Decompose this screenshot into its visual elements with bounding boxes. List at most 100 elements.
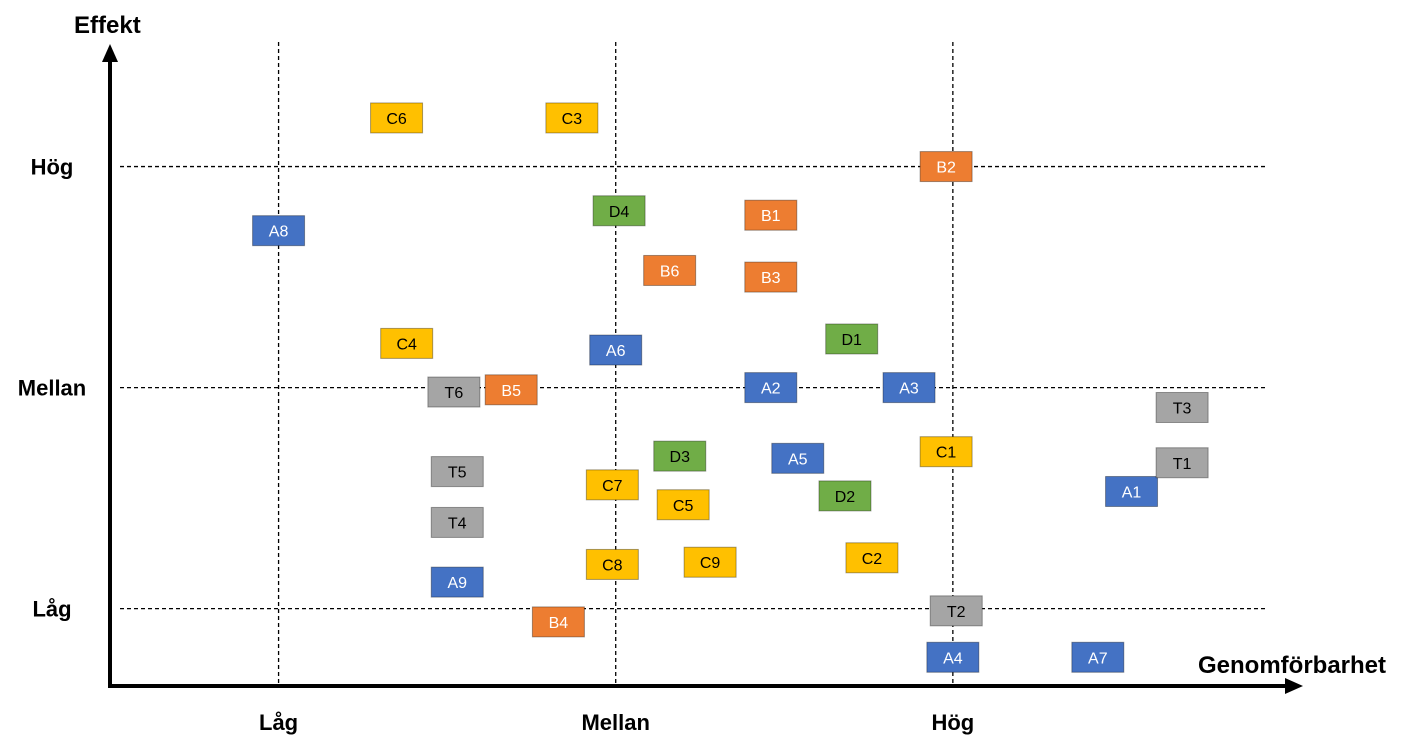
point-a5: A5 bbox=[771, 442, 825, 474]
point-box bbox=[1155, 447, 1209, 479]
point-label: A4 bbox=[943, 650, 963, 667]
point-box bbox=[653, 440, 707, 472]
point-a3: A3 bbox=[882, 372, 936, 404]
point-box bbox=[531, 606, 585, 638]
y-tick-label: Mellan bbox=[18, 376, 86, 401]
point-label: B5 bbox=[501, 383, 521, 400]
point-t2: T2 bbox=[929, 595, 983, 627]
y-axis-title: Effekt bbox=[74, 12, 141, 39]
x-axis-title: Genomförbarhet bbox=[1198, 652, 1386, 679]
point-b5: B5 bbox=[484, 374, 538, 406]
point-t3: T3 bbox=[1155, 391, 1209, 423]
axes bbox=[102, 44, 1303, 694]
point-a9: A9 bbox=[430, 566, 484, 598]
point-t6: T6 bbox=[427, 376, 481, 408]
point-d1: D1 bbox=[825, 323, 879, 355]
point-label: D2 bbox=[835, 489, 856, 506]
point-box bbox=[656, 489, 710, 521]
point-a6: A6 bbox=[589, 334, 643, 366]
point-box bbox=[825, 323, 879, 355]
point-c3: C3 bbox=[545, 102, 599, 134]
point-label: A6 bbox=[606, 343, 626, 360]
point-label: T2 bbox=[947, 604, 966, 621]
point-box bbox=[592, 195, 646, 227]
point-d4: D4 bbox=[592, 195, 646, 227]
point-label: T1 bbox=[1173, 456, 1192, 473]
point-label: D1 bbox=[841, 332, 862, 349]
point-label: T4 bbox=[448, 515, 467, 532]
point-box bbox=[919, 436, 973, 468]
point-box bbox=[1155, 391, 1209, 423]
point-b3: B3 bbox=[744, 261, 798, 293]
point-c1: C1 bbox=[919, 436, 973, 468]
x-tick-label: Låg bbox=[259, 710, 298, 735]
point-box bbox=[370, 102, 424, 134]
point-box bbox=[589, 334, 643, 366]
point-a8: A8 bbox=[252, 215, 306, 247]
point-label: B4 bbox=[549, 615, 569, 632]
y-tick-label: Låg bbox=[32, 597, 71, 622]
point-box bbox=[882, 372, 936, 404]
point-label: C2 bbox=[862, 551, 883, 568]
point-c7: C7 bbox=[585, 469, 639, 501]
point-label: B2 bbox=[936, 160, 956, 177]
y-tick-label: Hög bbox=[31, 155, 74, 180]
point-d3: D3 bbox=[653, 440, 707, 472]
point-box bbox=[744, 261, 798, 293]
point-label: B1 bbox=[761, 208, 781, 225]
point-label: T3 bbox=[1173, 400, 1192, 417]
point-label: A8 bbox=[269, 224, 289, 241]
point-box bbox=[1071, 641, 1125, 673]
point-label: T6 bbox=[445, 385, 464, 402]
point-a4: A4 bbox=[926, 641, 980, 673]
point-c2: C2 bbox=[845, 542, 899, 574]
point-a1: A1 bbox=[1105, 475, 1159, 507]
point-b1: B1 bbox=[744, 199, 798, 231]
point-label: A2 bbox=[761, 381, 781, 398]
point-box bbox=[430, 566, 484, 598]
x-tick-label: Mellan bbox=[581, 710, 649, 735]
point-box bbox=[929, 595, 983, 627]
point-label: A1 bbox=[1122, 484, 1142, 501]
point-b4: B4 bbox=[531, 606, 585, 638]
point-box bbox=[845, 542, 899, 574]
point-c8: C8 bbox=[585, 548, 639, 580]
point-label: C1 bbox=[936, 445, 957, 462]
point-c4: C4 bbox=[380, 327, 434, 359]
point-t1: T1 bbox=[1155, 447, 1209, 479]
point-box bbox=[1105, 475, 1159, 507]
point-box bbox=[585, 469, 639, 501]
point-box bbox=[926, 641, 980, 673]
point-label: D3 bbox=[670, 449, 691, 466]
point-box bbox=[683, 546, 737, 578]
point-box bbox=[585, 548, 639, 580]
point-box bbox=[484, 374, 538, 406]
point-box bbox=[430, 506, 484, 538]
x-tick-label: Hög bbox=[931, 710, 974, 735]
point-c6: C6 bbox=[370, 102, 424, 134]
x-axis-arrow bbox=[1285, 678, 1303, 694]
point-a7: A7 bbox=[1071, 641, 1125, 673]
point-label: C5 bbox=[673, 498, 694, 515]
point-box bbox=[252, 215, 306, 247]
point-box bbox=[380, 327, 434, 359]
y-axis-arrow bbox=[102, 44, 118, 62]
point-box bbox=[545, 102, 599, 134]
point-label: D4 bbox=[609, 204, 630, 221]
point-box bbox=[919, 151, 973, 183]
point-box bbox=[744, 372, 798, 404]
point-box bbox=[430, 456, 484, 488]
point-label: A7 bbox=[1088, 650, 1108, 667]
point-c9: C9 bbox=[683, 546, 737, 578]
point-label: A9 bbox=[447, 575, 467, 592]
point-label: C4 bbox=[396, 336, 417, 353]
point-d2: D2 bbox=[818, 480, 872, 512]
point-label: C8 bbox=[602, 557, 623, 574]
point-c5: C5 bbox=[656, 489, 710, 521]
point-label: T5 bbox=[448, 465, 467, 482]
point-label: B3 bbox=[761, 270, 781, 287]
point-box bbox=[818, 480, 872, 512]
point-label: C6 bbox=[386, 111, 407, 128]
point-b6: B6 bbox=[643, 254, 697, 286]
point-t4: T4 bbox=[430, 506, 484, 538]
